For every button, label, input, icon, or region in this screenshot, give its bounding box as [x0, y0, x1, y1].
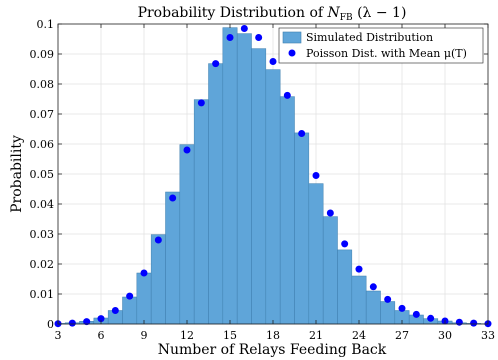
- legend-label-poisson: Poisson Dist. with Mean μ(T): [306, 47, 467, 60]
- marker-9: [140, 269, 148, 277]
- marker-21: [312, 172, 320, 179]
- y-tick-label-2: 0.02: [30, 258, 55, 271]
- legend-bar-swatch: [282, 31, 302, 44]
- y-tick-label-5: 0.05: [30, 168, 55, 181]
- marker-24: [355, 265, 363, 273]
- marker-20: [298, 130, 306, 137]
- x-tick-label-2: 9: [141, 329, 148, 342]
- y-tick-label-10: 0.1: [37, 18, 55, 31]
- x-tick-label-7: 24: [352, 329, 366, 342]
- y-tick-label-7: 0.07: [30, 108, 55, 121]
- bar-25: [365, 290, 381, 325]
- x-tick-label-0: 3: [55, 329, 62, 342]
- marker-7: [111, 307, 119, 314]
- marker-27: [398, 304, 406, 312]
- legend-marker-swatch: [288, 49, 296, 57]
- marker-18: [269, 58, 277, 65]
- bar-20: [294, 132, 310, 325]
- marker-12: [183, 146, 191, 154]
- y-tick-label-1: 0.01: [30, 288, 55, 301]
- marker-31: [455, 318, 463, 326]
- bar-26: [380, 301, 396, 325]
- marker-26: [384, 295, 392, 303]
- x-tick-label-5: 18: [266, 329, 280, 342]
- x-tick-label-4: 15: [223, 329, 237, 342]
- y-tick-label-8: 0.08: [30, 78, 55, 91]
- bar-19: [279, 96, 295, 325]
- bar-23: [337, 249, 353, 325]
- marker-17: [255, 34, 263, 41]
- marker-23: [341, 240, 349, 248]
- legend: Simulated Distribution Poisson Dist. wit…: [278, 27, 484, 64]
- marker-16: [240, 25, 248, 32]
- marker-32: [470, 319, 478, 327]
- chart-title-symbol: N: [327, 5, 341, 21]
- bar-11: [165, 191, 181, 325]
- legend-box: [278, 27, 484, 64]
- bars: [57, 27, 489, 325]
- y-tick-label-9: 0.09: [30, 48, 55, 61]
- marker-19: [283, 91, 291, 99]
- y-tick-label-4: 0.04: [30, 198, 55, 211]
- marker-14: [212, 60, 220, 68]
- marker-22: [326, 209, 334, 217]
- marker-4: [68, 319, 76, 327]
- marker-6: [97, 315, 105, 323]
- bar-16: [236, 33, 252, 325]
- y-tick-label-3: 0.03: [30, 228, 55, 241]
- chart-title-subscript: FB: [340, 13, 353, 23]
- x-axis-label: Number of Relays Feeding Back: [158, 342, 387, 358]
- x-tick-label-9: 30: [438, 329, 452, 342]
- bar-21: [308, 183, 324, 325]
- marker-10: [154, 236, 162, 244]
- bar-14: [208, 63, 224, 325]
- x-ticks: 3 6 9 12 15 18 21 24 27 30 33: [55, 24, 495, 342]
- bar-15: [222, 27, 238, 325]
- bar-12: [179, 144, 195, 325]
- x-tick-label-3: 12: [180, 329, 194, 342]
- x-tick-label-6: 21: [309, 329, 323, 342]
- y-tick-label-6: 0.06: [30, 138, 55, 151]
- x-tick-label-10: 33: [481, 329, 495, 342]
- marker-11: [169, 194, 177, 202]
- markers: [54, 25, 492, 328]
- marker-8: [126, 292, 134, 300]
- bar-10: [150, 234, 166, 325]
- bar-18: [265, 69, 281, 325]
- chart-title: Probability Distribution of NFB (λ − 1): [138, 5, 407, 23]
- x-tick-label-8: 27: [395, 329, 409, 342]
- bar-24: [351, 275, 367, 325]
- marker-15: [226, 34, 234, 41]
- y-axis-label: Probability: [9, 135, 25, 213]
- marker-13: [197, 99, 205, 107]
- chart-title-prefix: Probability Distribution of: [138, 5, 328, 21]
- bar-13: [193, 99, 209, 325]
- x-tick-label-1: 6: [98, 329, 105, 342]
- y-tick-label-0: 0: [47, 318, 54, 331]
- bar-22: [322, 216, 338, 325]
- chart-title-suffix: (λ − 1): [353, 5, 407, 21]
- bar-9: [136, 272, 152, 325]
- marker-25: [369, 283, 377, 291]
- marker-29: [427, 314, 435, 322]
- bar-17: [251, 48, 267, 325]
- marker-28: [412, 310, 420, 318]
- bar-8: [122, 296, 138, 325]
- legend-label-simulated: Simulated Distribution: [306, 31, 433, 44]
- marker-5: [83, 318, 91, 326]
- y-ticks: 0 0.01 0.02 0.03 0.04 0.05 0.06 0.07 0.08 0.09 0.1: [30, 18, 488, 331]
